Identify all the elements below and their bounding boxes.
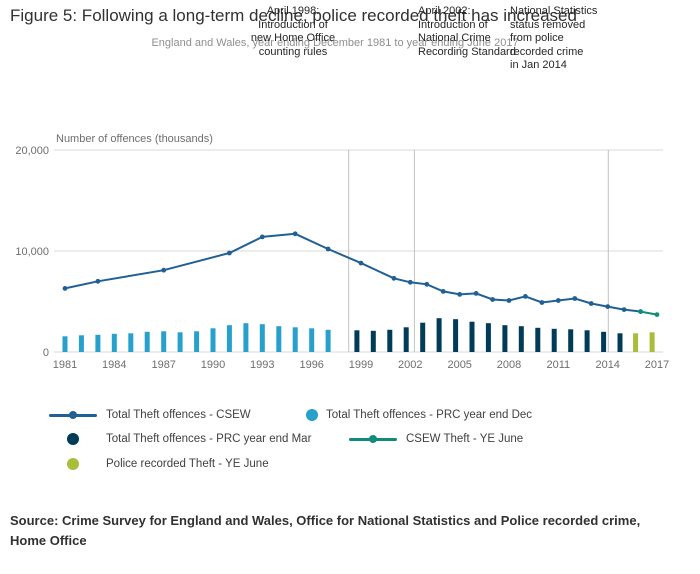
svg-text:10,000: 10,000 [15, 246, 49, 258]
svg-text:20,000: 20,000 [15, 145, 49, 157]
legend-item-csew-ye-june: CSEW Theft - YE June [348, 431, 523, 447]
svg-text:1987: 1987 [151, 359, 175, 371]
svg-text:1996: 1996 [299, 359, 323, 371]
svg-text:Number of offences (thousands): Number of offences (thousands) [56, 133, 213, 145]
figure-subtitle: England and Wales, year ending December … [151, 37, 519, 49]
svg-text:2005: 2005 [447, 359, 471, 371]
svg-text:2017: 2017 [645, 359, 669, 371]
legend-item-prc-dec: Total Theft offences - PRC year end Dec [306, 407, 532, 423]
prc-mar-dot-marker-icon [67, 433, 79, 445]
legend-item-csew-total: Total Theft offences - CSEW [48, 407, 251, 423]
annotation-april-1998: April 1998: Introduction of new Home Off… [250, 5, 336, 58]
csew-ye-june-line-marker-icon [349, 435, 397, 443]
svg-text:1984: 1984 [102, 359, 126, 371]
legend-label: Total Theft offences - PRC year end Dec [326, 409, 533, 421]
legend-item-prc-mar: Total Theft offences - PRC year end Mar [48, 431, 311, 447]
figure-title: Figure 5: Following a long-term decline,… [10, 6, 577, 25]
svg-text:2011: 2011 [546, 359, 570, 371]
legend-label: Police recorded Theft - YE June [106, 458, 269, 470]
legend-label: Total Theft offences - CSEW [106, 409, 251, 421]
svg-text:2014: 2014 [595, 359, 619, 371]
theft-trend-chart: 0 10,000 20,000 1981 1984 1987 1990 1993 1996 199… [15, 133, 669, 371]
csew-line-marker-icon [49, 411, 97, 419]
police-theft-dot-marker-icon [67, 458, 79, 470]
svg-text:1981: 1981 [53, 359, 77, 371]
prc-dec-dot-marker-icon [306, 409, 318, 421]
legend-label: CSEW Theft - YE June [406, 433, 524, 445]
svg-text:1990: 1990 [201, 359, 225, 371]
svg-text:2008: 2008 [497, 359, 521, 371]
source-text: Source: Crime Survey for England and Wal… [10, 513, 641, 548]
annotation-april-2002: April 2002: Introduction of National Cri… [418, 5, 516, 58]
legend-item-police-recorded-ye-june: Police recorded Theft - YE June [48, 456, 269, 472]
legend-label: Total Theft offences - PRC year end Mar [106, 433, 312, 445]
svg-text:2002: 2002 [398, 359, 422, 371]
svg-text:1999: 1999 [349, 359, 373, 371]
svg-text:1993: 1993 [250, 359, 274, 371]
svg-text:0: 0 [43, 347, 49, 359]
annotation-jan-2014: National Statistics status removed from … [510, 5, 598, 71]
